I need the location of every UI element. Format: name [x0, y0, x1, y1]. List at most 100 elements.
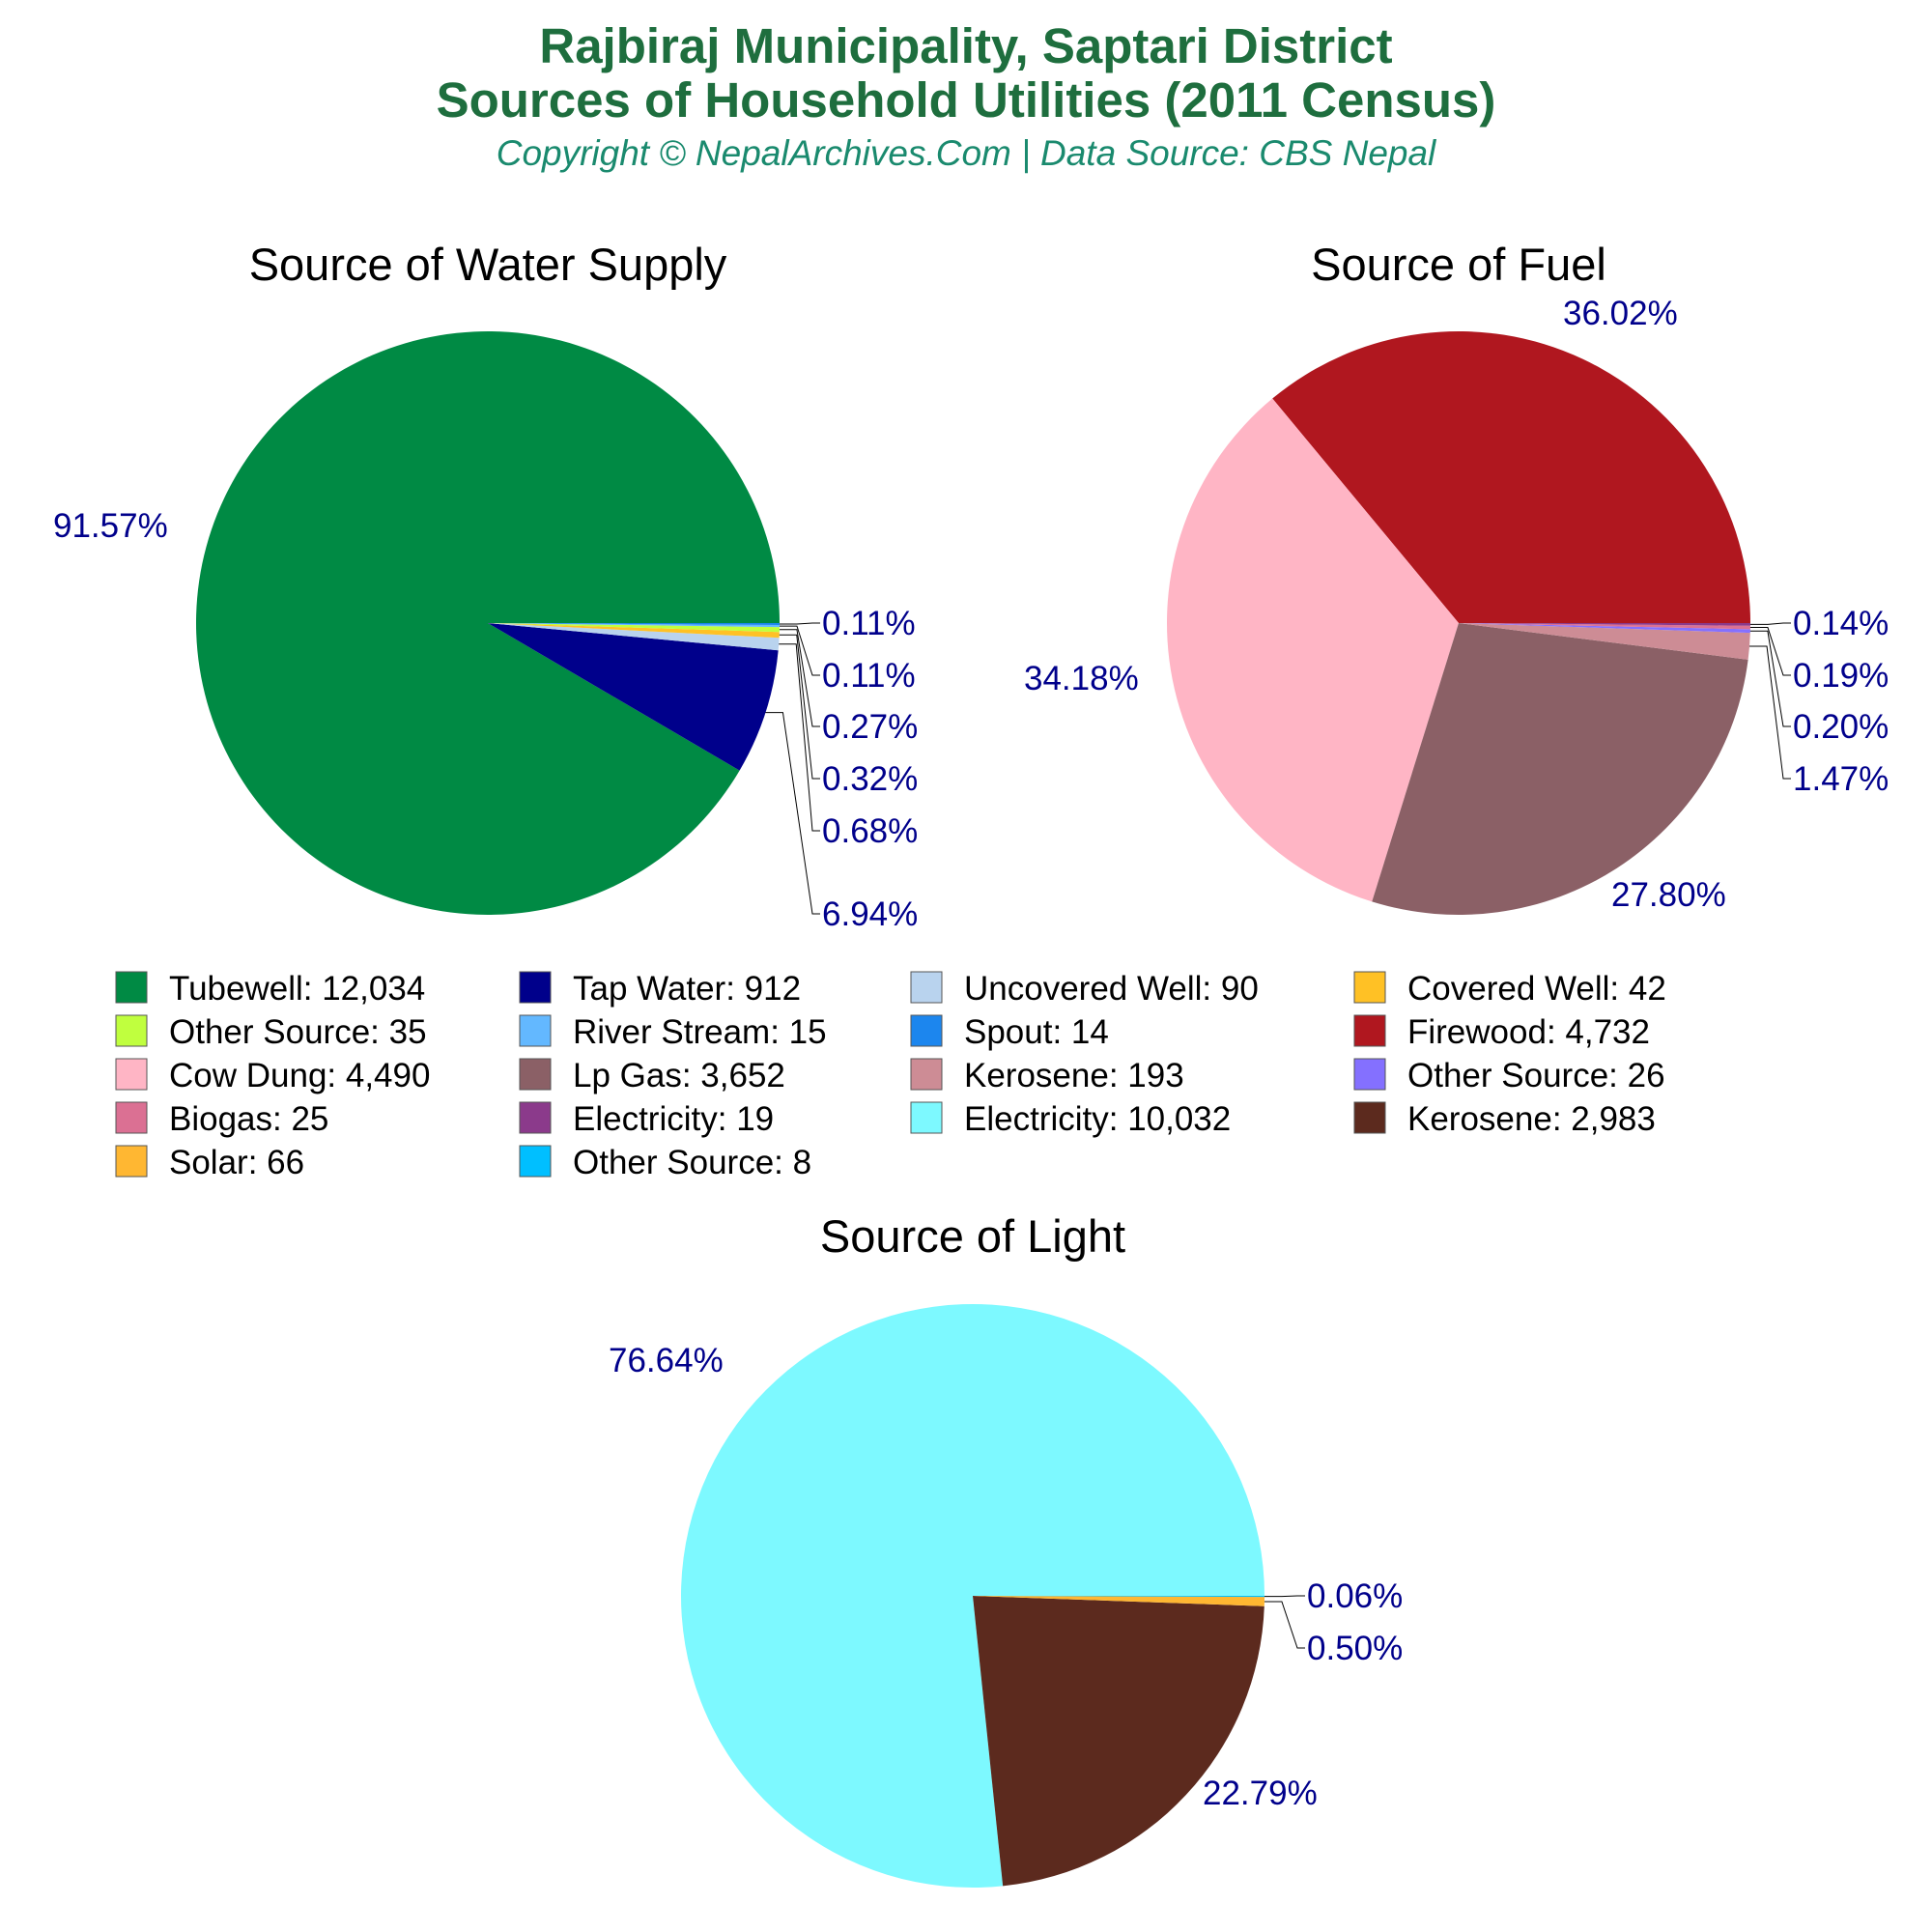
leader-line [779, 625, 820, 676]
leader-line [779, 629, 820, 727]
legend-label: Spout: 14 [964, 1013, 1109, 1051]
legend-item: Firewood: 4,732 [1353, 1013, 1650, 1051]
pie-title: Source of Light [820, 1210, 1125, 1262]
legend-item: Electricity: 19 [519, 1100, 774, 1138]
legend-label: Kerosene: 2,983 [1407, 1100, 1656, 1138]
legend-item: Tap Water: 912 [519, 970, 801, 1008]
pie-slice [973, 1596, 1264, 1606]
pie-slice [973, 1596, 1264, 1598]
legend-swatch [1353, 971, 1386, 1004]
legend-item: Covered Well: 42 [1353, 970, 1666, 1008]
leader-line [1749, 630, 1791, 727]
legend-label: Solar: 66 [169, 1144, 304, 1181]
legend-item: Kerosene: 2,983 [1353, 1100, 1656, 1138]
legend-label: Other Source: 26 [1407, 1057, 1665, 1094]
percent-label: 91.57% [53, 507, 168, 545]
legend-label: Tubewell: 12,034 [169, 970, 425, 1008]
leader-line [779, 634, 820, 780]
percent-label: 0.68% [822, 812, 918, 850]
legend-item: Cow Dung: 4,490 [115, 1057, 430, 1094]
pie-slice [1459, 623, 1750, 626]
legend-item: Electricity: 10,032 [910, 1100, 1231, 1138]
pie-slice [1372, 623, 1748, 915]
percent-label: 0.27% [822, 708, 918, 746]
pie-title: Source of Water Supply [249, 239, 727, 290]
legend-item: Kerosene: 193 [910, 1057, 1184, 1094]
percent-label: 0.19% [1793, 657, 1889, 695]
legend-swatch [519, 1014, 552, 1047]
pie-slice [488, 623, 780, 628]
percent-label: 22.79% [1203, 1775, 1318, 1812]
leader-line [765, 712, 820, 915]
legend-item: Lp Gas: 3,652 [519, 1057, 785, 1094]
pie-slice [973, 1596, 1264, 1887]
leader-line [1264, 1595, 1305, 1598]
chart-title-line-1: Rajbiraj Municipality, Saptari District [539, 18, 1393, 73]
percent-label: 36.02% [1563, 295, 1678, 332]
pie-chart-1: Source of Water Supply 91.57% 6.94% 0.68% 0.… [53, 239, 918, 933]
legend-swatch [910, 1101, 943, 1134]
legend-item: Solar: 66 [115, 1144, 304, 1181]
leader-line [779, 622, 820, 625]
legend-label: Uncovered Well: 90 [964, 970, 1259, 1008]
pie-slice [488, 623, 780, 626]
percent-label: 0.32% [822, 760, 918, 798]
chart-subtitle: Copyright © NepalArchives.Com | Data Sou… [496, 133, 1436, 173]
legend-swatch [519, 1101, 552, 1134]
legend-label: Covered Well: 42 [1407, 970, 1666, 1008]
leader-line [1749, 627, 1791, 676]
legend-item: Other Source: 35 [115, 1013, 427, 1051]
pie-slice [488, 623, 779, 771]
legend-label: Lp Gas: 3,652 [573, 1057, 785, 1094]
percent-label: 0.14% [1793, 605, 1889, 642]
legend-swatch [1353, 1058, 1386, 1091]
legend-label: Biogas: 25 [169, 1100, 328, 1138]
legend-label: River Stream: 15 [573, 1013, 827, 1051]
pie-slice [1459, 623, 1750, 634]
pie-slice [488, 623, 780, 639]
leader-line [779, 643, 820, 832]
legend-swatch [1353, 1101, 1386, 1134]
leader-line [1264, 1601, 1305, 1649]
legend-label: Tap Water: 912 [573, 970, 801, 1008]
legend-label: Electricity: 19 [573, 1100, 774, 1138]
legend-swatch [910, 1058, 943, 1091]
pie-slice [488, 623, 780, 651]
pie-slice [1272, 330, 1750, 623]
percent-label: 0.06% [1307, 1577, 1403, 1615]
legend-label: Other Source: 8 [573, 1144, 811, 1181]
legend-item: Uncovered Well: 90 [910, 970, 1259, 1008]
legend-item: River Stream: 15 [519, 1013, 827, 1051]
legend-label: Cow Dung: 4,490 [169, 1057, 430, 1094]
percent-label: 0.50% [1307, 1630, 1403, 1667]
legend-item: Tubewell: 12,034 [115, 970, 425, 1008]
leader-line [1749, 622, 1791, 625]
pie-slice [488, 623, 780, 633]
leader-line [1749, 645, 1791, 780]
legend-swatch [115, 1145, 148, 1178]
legend-swatch [519, 1058, 552, 1091]
legend-swatch [115, 971, 148, 1004]
pie-slice [680, 1304, 1264, 1888]
pie-slice [1459, 623, 1750, 660]
legend-item: Biogas: 25 [115, 1100, 328, 1138]
legend-item: Other Source: 26 [1353, 1057, 1665, 1094]
pie-slice [1459, 623, 1750, 630]
percent-label: 1.47% [1793, 760, 1889, 798]
legend-swatch [519, 971, 552, 1004]
legend-swatch [519, 1145, 552, 1178]
percent-label: 34.18% [1024, 660, 1139, 697]
legend-label: Other Source: 35 [169, 1013, 427, 1051]
legend-swatch [115, 1101, 148, 1134]
legend-label: Electricity: 10,032 [964, 1100, 1231, 1138]
legend-swatch [910, 971, 943, 1004]
percent-label: 0.11% [822, 657, 916, 695]
percent-label: 6.94% [822, 895, 918, 933]
legend-swatch [115, 1014, 148, 1047]
legend-swatch [1353, 1014, 1386, 1047]
legend-label: Kerosene: 193 [964, 1057, 1184, 1094]
legend-swatch [115, 1058, 148, 1091]
pie-slice [1167, 398, 1459, 902]
pie-chart-3: Source of Light 76.64% 22.79% 0.50% 0.06% [609, 1210, 1403, 1888]
